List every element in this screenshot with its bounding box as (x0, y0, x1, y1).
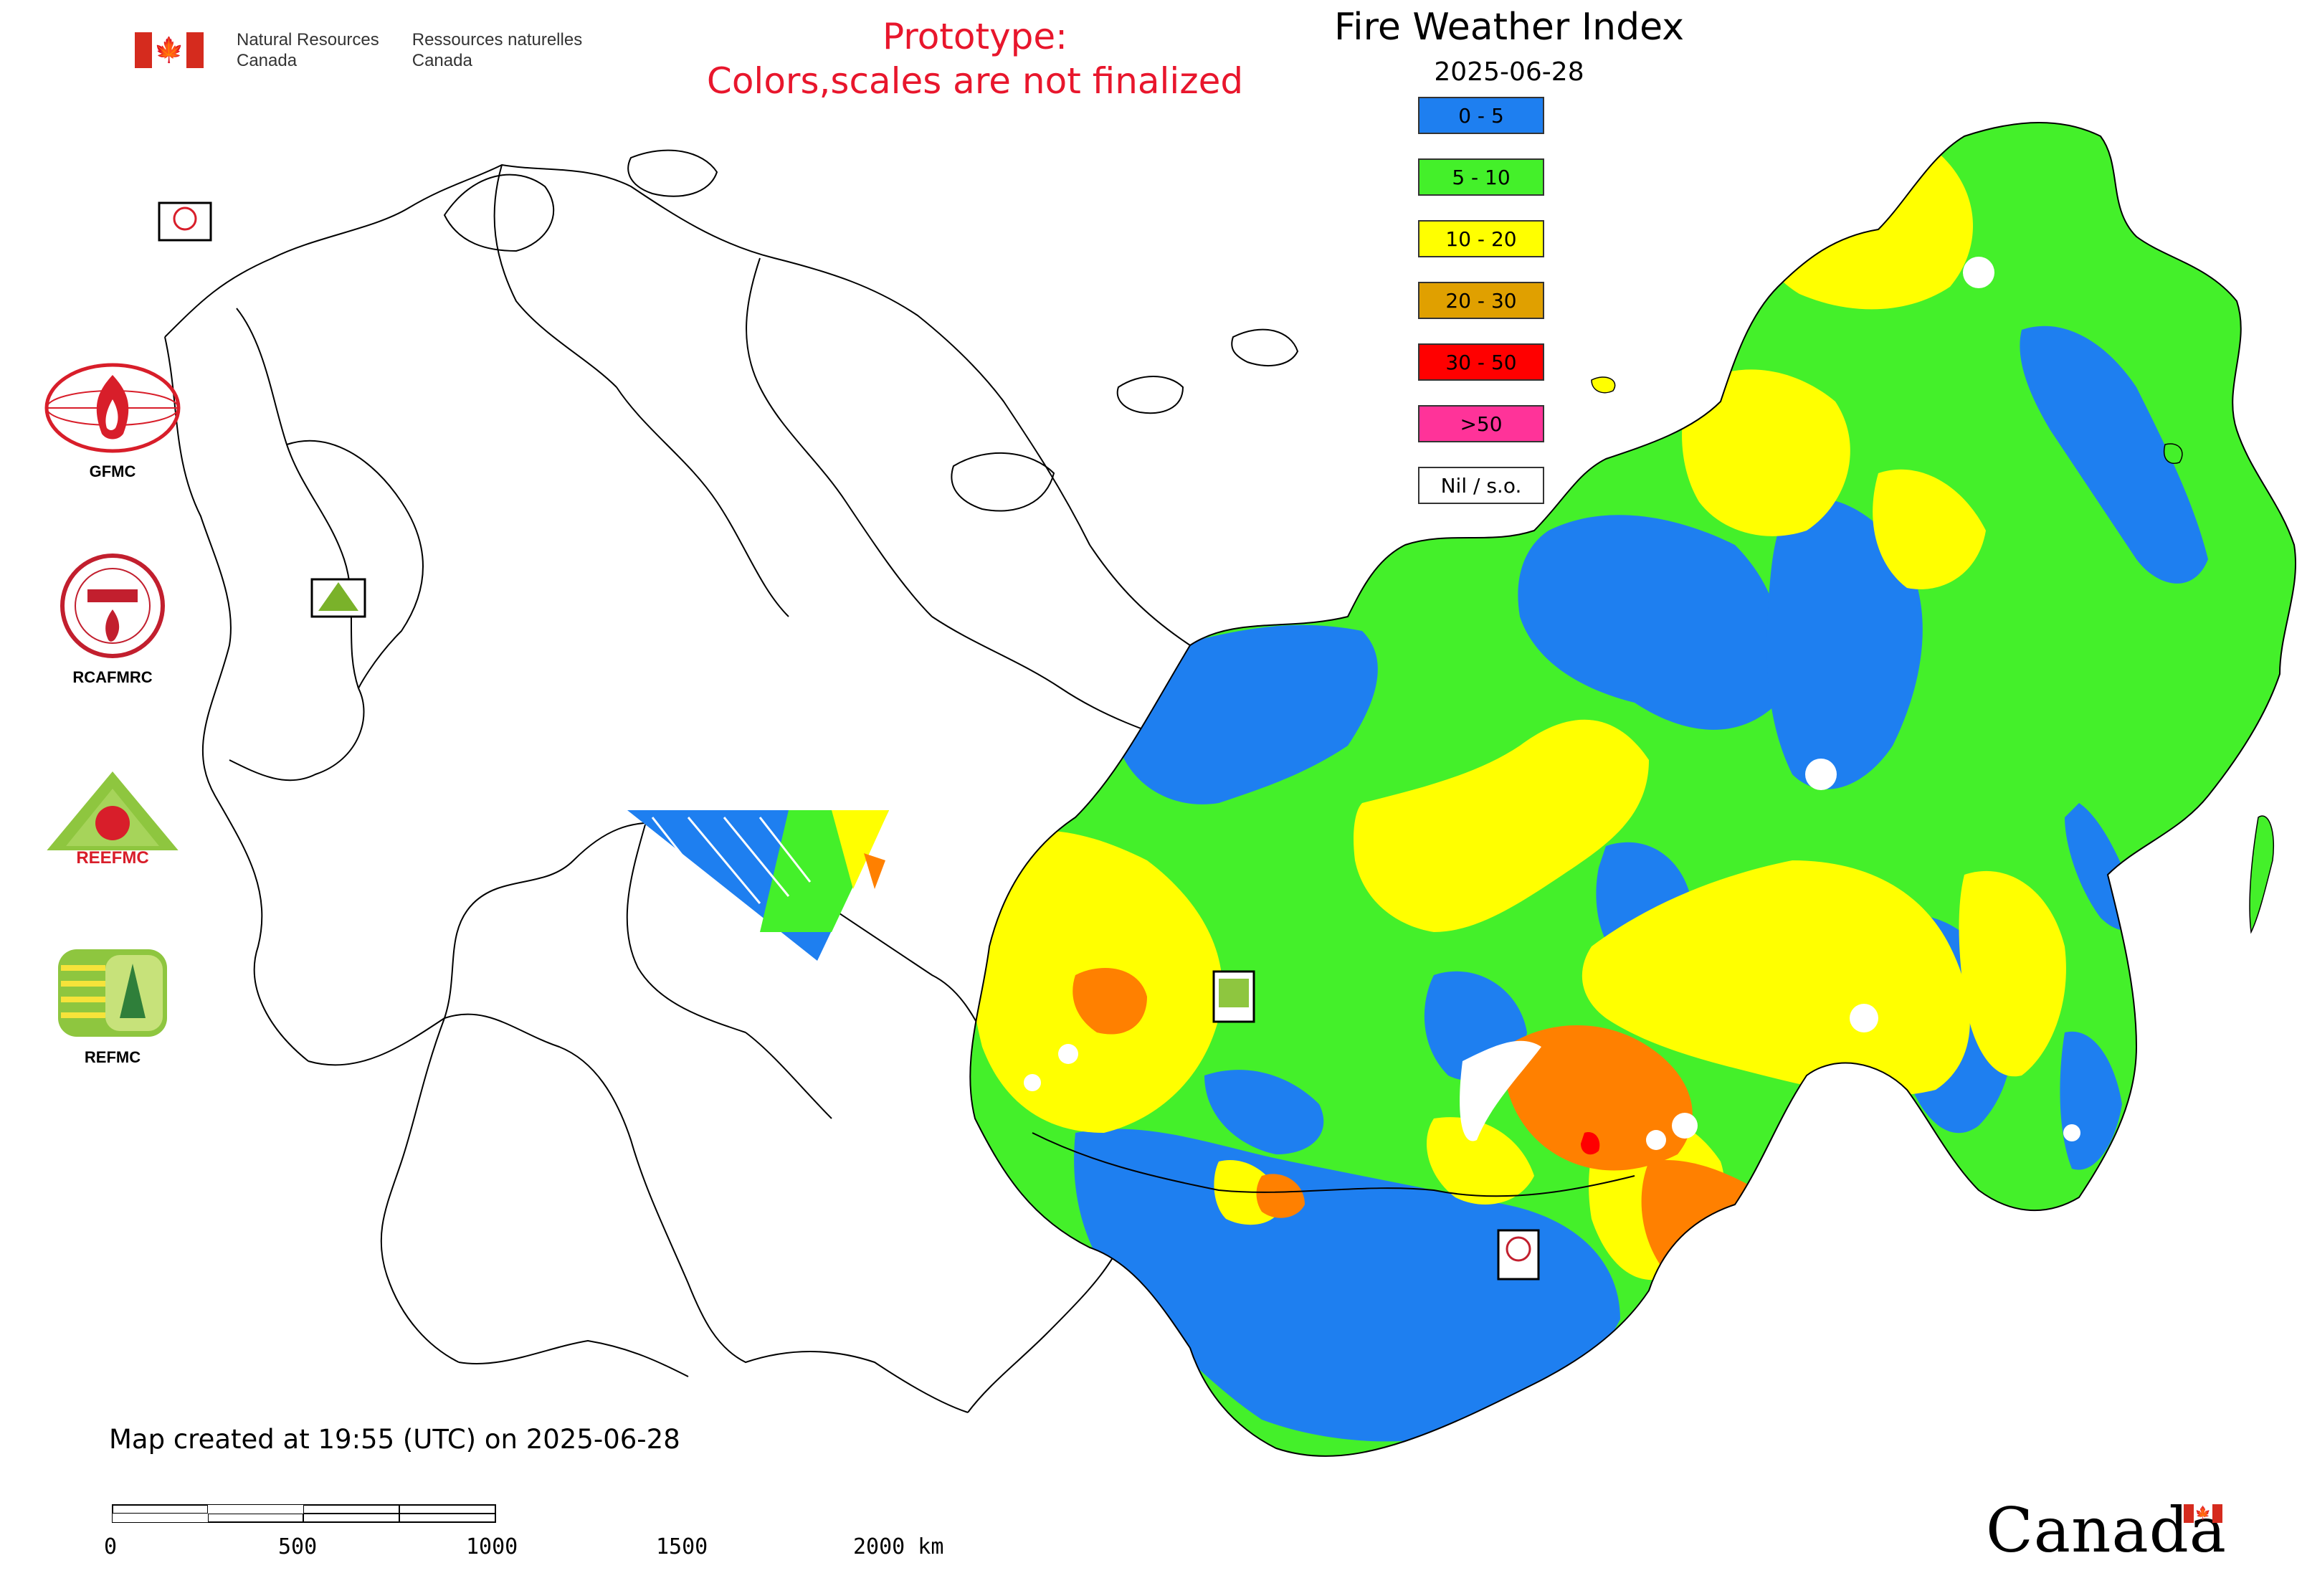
gov-name-en: Natural Resources Canada (237, 30, 379, 70)
legend-item: Nil / s.o. (1418, 467, 1544, 504)
canada-flag-icon: 🍁 (135, 32, 204, 68)
fwi-raster (970, 123, 2296, 1456)
scale-label: 0 (104, 1534, 118, 1559)
reefmc-emblem-icon: REEFMC (40, 771, 185, 868)
map-date: 2025-06-28 (1434, 57, 1584, 87)
canada-wordmark-flag-icon: 🍁 (2184, 1504, 2222, 1523)
pacific-islands (1591, 376, 2275, 934)
refmc-label: REFMC (84, 1048, 141, 1066)
refmc-emblem-icon (58, 949, 167, 1037)
refmc-logo[interactable]: REFMC (37, 946, 188, 1067)
scale-label: 500 (278, 1534, 318, 1559)
map-created-note: Map created at 19:55 (UTC) on 2025-06-28 (109, 1424, 680, 1455)
rcafmrc-emblem-icon (60, 554, 165, 658)
scale-label: 2000 km (853, 1534, 944, 1559)
legend-item: 30 - 50 (1418, 343, 1544, 381)
legend-item: 20 - 30 (1418, 282, 1544, 319)
reefmc-logo[interactable]: REEFMC (37, 767, 188, 870)
legend-item: 0 - 5 (1418, 97, 1544, 134)
internal-border (1032, 1132, 1635, 1197)
fwi-region-outline (969, 122, 2297, 1457)
data-strip (627, 810, 889, 961)
scale-label: 1000 (466, 1534, 518, 1559)
prototype-warning: Prototype: Colors,scales are not finaliz… (706, 16, 1244, 102)
map-title: Fire Weather Index (1334, 6, 1684, 49)
legend-item: 5 - 10 (1418, 158, 1544, 196)
legend-item: >50 (1418, 405, 1544, 442)
scale-bar (112, 1504, 496, 1523)
gfmc-marker[interactable] (158, 201, 212, 242)
gfmc-emblem-icon (44, 363, 181, 453)
government-signature[interactable]: 🍁 Natural Resources Canada Ressources nat… (135, 29, 615, 72)
svg-text:REEFMC: REEFMC (76, 848, 148, 868)
country-outlines (164, 163, 1191, 1413)
legend-item: 10 - 20 (1418, 220, 1544, 257)
gfmc-logo[interactable]: GFMC (37, 362, 188, 481)
center-markers[interactable] (158, 201, 1540, 1281)
gfmc-label: GFMC (89, 462, 136, 480)
scale-label: 1500 (656, 1534, 708, 1559)
arctic-islands (443, 149, 1299, 512)
gov-name-fr: Ressources naturelles Canada (412, 30, 583, 70)
rcafmrc-logo[interactable]: RCAFMRC (37, 552, 188, 687)
rcafmrc-label: RCAFMRC (72, 668, 153, 686)
